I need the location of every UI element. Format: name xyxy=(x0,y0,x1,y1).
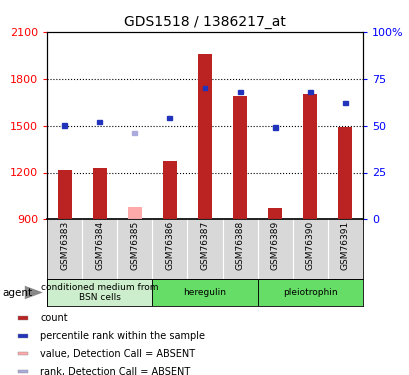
Bar xyxy=(97,120,102,124)
Bar xyxy=(152,279,257,306)
Bar xyxy=(303,94,317,219)
Bar xyxy=(307,90,312,94)
Bar xyxy=(257,279,362,306)
Bar xyxy=(342,101,347,105)
Title: GDS1518 / 1386217_at: GDS1518 / 1386217_at xyxy=(124,15,285,30)
Text: count: count xyxy=(40,313,68,323)
Bar xyxy=(337,127,351,219)
Text: GSM76386: GSM76386 xyxy=(165,221,174,270)
Text: GSM76390: GSM76390 xyxy=(305,221,314,270)
Bar xyxy=(232,96,247,219)
Bar xyxy=(58,170,72,219)
Bar xyxy=(167,116,172,120)
Bar xyxy=(237,90,242,94)
Bar xyxy=(18,352,28,356)
Text: GSM76383: GSM76383 xyxy=(60,221,69,270)
Text: GSM76388: GSM76388 xyxy=(235,221,244,270)
Bar xyxy=(62,123,67,128)
Bar xyxy=(92,168,106,219)
Text: GSM76384: GSM76384 xyxy=(95,221,104,270)
Text: agent: agent xyxy=(2,288,32,297)
Bar xyxy=(128,207,142,219)
Text: percentile rank within the sample: percentile rank within the sample xyxy=(40,331,205,341)
Text: rank, Detection Call = ABSENT: rank, Detection Call = ABSENT xyxy=(40,366,190,375)
Bar xyxy=(18,316,28,320)
Bar xyxy=(18,334,28,338)
Text: value, Detection Call = ABSENT: value, Detection Call = ABSENT xyxy=(40,349,195,359)
Text: GSM76389: GSM76389 xyxy=(270,221,279,270)
Bar xyxy=(162,161,177,219)
Bar xyxy=(47,279,152,306)
Text: GSM76387: GSM76387 xyxy=(200,221,209,270)
Text: heregulin: heregulin xyxy=(183,288,226,297)
Bar xyxy=(132,131,137,135)
Text: pleiotrophin: pleiotrophin xyxy=(282,288,337,297)
Text: GSM76391: GSM76391 xyxy=(340,221,349,270)
Text: GSM76385: GSM76385 xyxy=(130,221,139,270)
Bar xyxy=(18,370,28,373)
Bar xyxy=(267,208,281,219)
Bar xyxy=(198,54,211,219)
Bar xyxy=(202,86,207,90)
Polygon shape xyxy=(25,286,43,299)
Bar xyxy=(272,125,277,130)
Text: conditioned medium from
BSN cells: conditioned medium from BSN cells xyxy=(41,283,158,302)
